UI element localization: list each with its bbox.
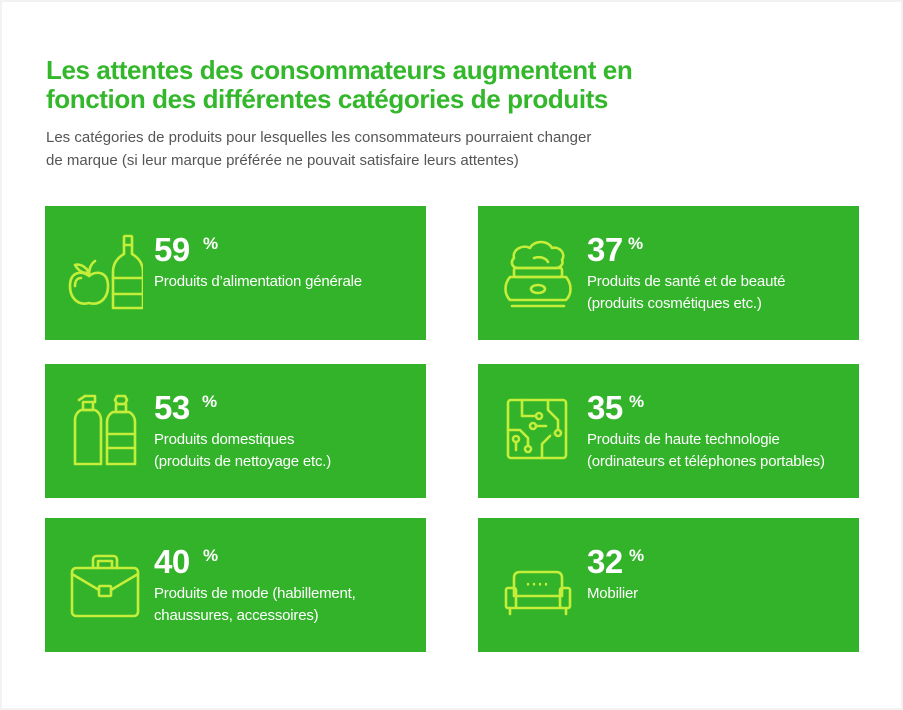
category-card: 40 % Produits de mode (habillement, chau… [45,518,426,652]
percent-value: 40 [154,543,190,580]
category-label-line: Mobilier [587,585,638,602]
category-label-line: Produits de haute technologie [587,431,780,448]
percent-value: 35 [587,389,623,426]
category-card: 59 % Produits d’alimentation générale [45,206,426,340]
percent-sign: % [629,392,645,411]
apple-bottle-icon [67,232,145,312]
subtitle-line: de marque (si leur marque préférée ne po… [46,152,519,169]
category-card: 35 % Produits de haute technologie (ordi… [478,364,859,498]
percent-value: 32 [587,543,623,580]
category-label-line: Produits de santé et de beauté [587,273,786,290]
percent-sign: % [203,234,219,253]
cream-jar-icon [500,232,576,312]
category-card: 37 % Produits de santé et de beauté (pro… [478,206,859,340]
category-label: Produits de santé et de beauté (produits… [587,271,857,315]
percent-value: 37 [587,231,623,268]
category-card: 53 % Produits domestiques (produits de n… [45,364,426,498]
percent-sign: % [203,546,219,565]
percent-sign: % [629,546,645,565]
category-label-line: chaussures, accessoires) [154,607,319,624]
category-label-line: (produits cosmétiques etc.) [587,295,762,312]
category-label: Produits domestiques (produits de nettoy… [154,429,424,473]
category-label: Mobilier [587,583,857,605]
category-label: Produits de mode (habillement, chaussure… [154,583,424,627]
title-line: fonction des différentes catégories de p… [46,84,608,114]
category-label: Produits d’alimentation générale [154,271,424,293]
page-title: Les attentes des consommateurs augmenten… [46,56,746,114]
subtitle-line: Les catégories de produits pour lesquell… [46,129,592,146]
category-label-line: Produits d’alimentation générale [154,273,362,290]
category-card: 32 % Mobilier [478,518,859,652]
percent-value: 59 [154,231,190,268]
percent-sign: % [202,392,218,411]
category-label-line: Produits de mode (habillement, [154,585,356,602]
circuit-board-icon [500,390,576,470]
spray-bottles-icon [67,390,143,470]
category-label-line: Produits domestiques [154,431,295,448]
page-subtitle: Les catégories de produits pour lesquell… [46,126,686,172]
title-line: Les attentes des consommateurs augmenten… [46,55,633,85]
briefcase-icon [67,544,143,624]
category-label-line: (produits de nettoyage etc.) [154,453,332,470]
category-label: Produits de haute technologie (ordinateu… [587,429,857,473]
percent-sign: % [628,234,644,253]
percent-value: 53 [154,389,190,426]
category-label-line: (ordinateurs et téléphones portables) [587,453,825,470]
sofa-icon [500,544,576,624]
